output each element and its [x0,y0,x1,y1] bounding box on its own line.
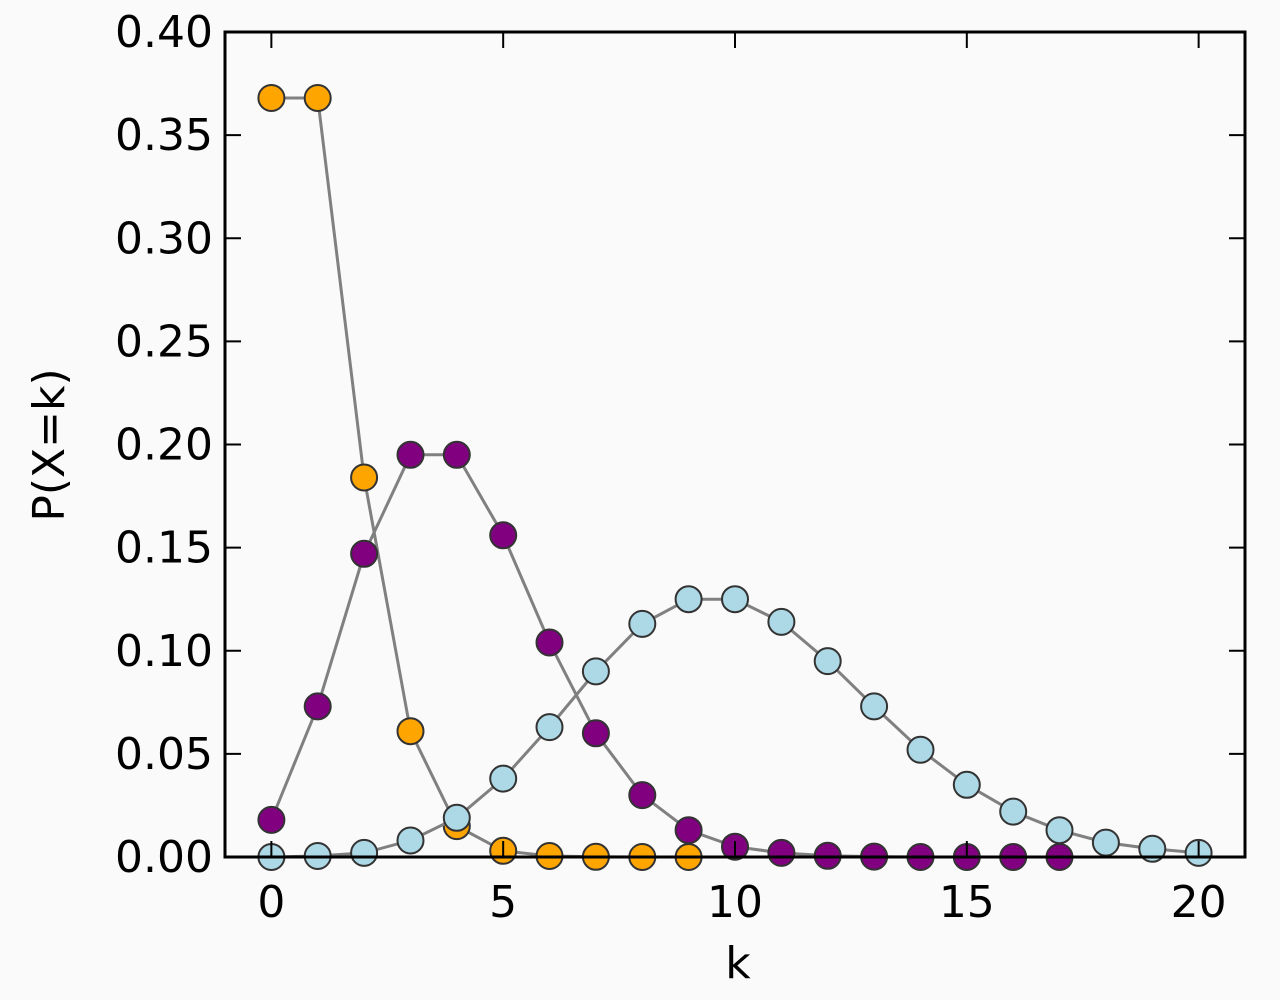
y-tick-label: 0.20 [115,420,213,471]
series-1-point [628,781,657,810]
series-1-point [581,719,610,748]
y-tick-label: 0.00 [115,832,213,883]
x-tick-label: 15 [939,877,995,928]
series-2-point [489,764,518,793]
series-2 [257,585,1213,871]
series-0-point [257,84,286,112]
plot-frame [223,30,1247,859]
y-tick-label: 0.15 [115,523,213,574]
tick-layer: 0 5 10 15 20 0.00 0.05 0.10 0.15 0.20 0.25 0.30 0.35… [115,7,1245,928]
series-0 [257,84,703,871]
y-tick-label: 0.35 [115,110,213,161]
series-2-point [906,735,935,764]
series-1-point [767,838,796,867]
series-0-line [271,96,689,859]
series-2-point [813,647,842,676]
y-axis-label: P(X=k) [24,368,75,521]
series-2-point [350,838,379,867]
series-1-point [350,539,379,568]
series-2-point [1138,834,1167,863]
series-2-point [999,797,1028,826]
y-tick-label: 0.05 [115,729,213,780]
series-2-point [860,692,889,721]
series-1-point [674,816,703,845]
series-2-point [674,585,703,614]
series-0-point [303,84,332,112]
y-tick-label: 0.40 [115,7,213,58]
series-2-point [1045,816,1074,845]
series-1-point [535,628,564,657]
series-2-point [1091,828,1120,857]
series-2-point [581,657,610,686]
series-2-point [396,826,425,855]
series-1-point [442,440,471,469]
series-1-point [396,440,425,469]
x-tick-label: 0 [257,877,285,928]
series-1-line [270,453,1060,859]
series-2-point [535,713,564,742]
x-tick-label: 5 [489,877,517,928]
series-0-point [396,717,425,746]
x-tick-label: 20 [1171,877,1227,928]
y-tick-label: 0.10 [115,626,213,677]
series-1-point [303,692,332,721]
series-2-point [628,609,657,638]
series-2-point [767,607,796,636]
series-1-point [489,521,518,550]
series-2-point [442,803,471,832]
series-1 [257,440,1074,871]
x-tick-label: 10 [707,877,763,928]
series-1-point [257,805,286,834]
series-2-point [721,585,749,614]
y-tick-label: 0.25 [115,316,213,367]
y-tick-label: 0.30 [115,213,213,264]
series-2-point [952,770,981,799]
series-layer [257,84,1213,871]
series-0-point [350,463,379,492]
x-axis-label: k [725,938,751,989]
